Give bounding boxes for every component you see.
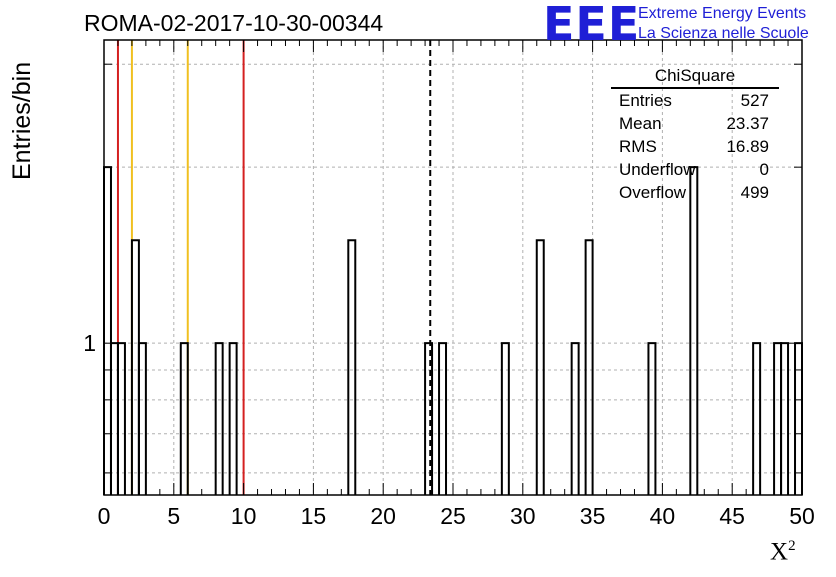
stat-value: 16.89	[726, 137, 769, 156]
logo-line-2: La Scienza nelle Scuole	[638, 25, 809, 42]
stat-value: 527	[740, 91, 769, 110]
stat-row-entries: Entries 527	[611, 89, 779, 112]
stat-row-mean: Mean 23.37	[611, 112, 779, 135]
histogram-bin	[689, 166, 699, 495]
stat-value: 23.37	[726, 114, 769, 133]
stat-name: Overflow	[619, 183, 687, 202]
x-axis-label-base: X	[770, 538, 789, 566]
histogram-bin	[179, 342, 189, 495]
histogram-bin	[116, 342, 126, 495]
histogram-bin	[584, 239, 594, 495]
x-axis-label: X2	[770, 538, 796, 566]
stat-value: 499	[740, 183, 769, 202]
histogram-bin	[228, 342, 238, 495]
y-tick-label: 1	[83, 330, 96, 356]
histogram-bin	[570, 342, 580, 495]
histogram-bin	[438, 342, 448, 495]
histogram-bin	[500, 342, 510, 495]
stat-row-underflow: Underflow 0	[611, 158, 779, 181]
histogram-bin	[109, 342, 119, 495]
x-tick-label: 45	[719, 503, 745, 529]
eee-logo: EEE Extreme Energy Events La Scienza nel…	[543, 0, 833, 51]
stat-name: Entries	[619, 91, 672, 110]
histogram-bin	[794, 342, 803, 495]
histogram-bin	[347, 239, 357, 495]
histogram-bin	[780, 342, 790, 495]
run-title: ROMA-02-2017-10-30-00344	[84, 10, 384, 36]
x-tick-label: 25	[440, 503, 466, 529]
stat-row-overflow: Overflow 499	[611, 181, 779, 204]
x-tick-label: 30	[510, 503, 536, 529]
x-tick-label: 5	[167, 503, 180, 529]
histogram-bin	[214, 342, 224, 495]
histogram-bin	[752, 342, 762, 495]
histogram-bin	[424, 342, 434, 495]
histogram-bin	[137, 342, 147, 495]
x-tick-label: 15	[301, 503, 327, 529]
histogram-bin	[535, 239, 545, 495]
logo-mark: EEE	[543, 0, 641, 51]
histogram-bin	[130, 239, 140, 495]
x-tick-label: 40	[650, 503, 676, 529]
logo-line-1: Extreme Energy Events	[638, 5, 807, 22]
x-tick-label: 10	[231, 503, 257, 529]
y-axis-label: Entries/bin	[8, 61, 36, 180]
histogram-bin	[103, 166, 112, 495]
stats-box: ChiSquare Entries 527 Mean 23.37 RMS 16.…	[611, 66, 779, 204]
x-axis-label-sup: 2	[788, 538, 796, 554]
stats-title: ChiSquare	[611, 66, 779, 89]
histogram-bin	[647, 342, 657, 495]
stat-name: Underflow	[619, 160, 696, 179]
x-tick-label: 20	[370, 503, 396, 529]
x-tick-label: 35	[580, 503, 606, 529]
stat-value: 0	[759, 160, 769, 179]
stat-name: Mean	[619, 114, 662, 133]
histogram-bin	[773, 342, 783, 495]
stat-row-rms: RMS 16.89	[611, 135, 779, 158]
stat-name: RMS	[619, 137, 657, 156]
x-tick-label: 0	[98, 503, 111, 529]
x-tick-label: 50	[789, 503, 815, 529]
